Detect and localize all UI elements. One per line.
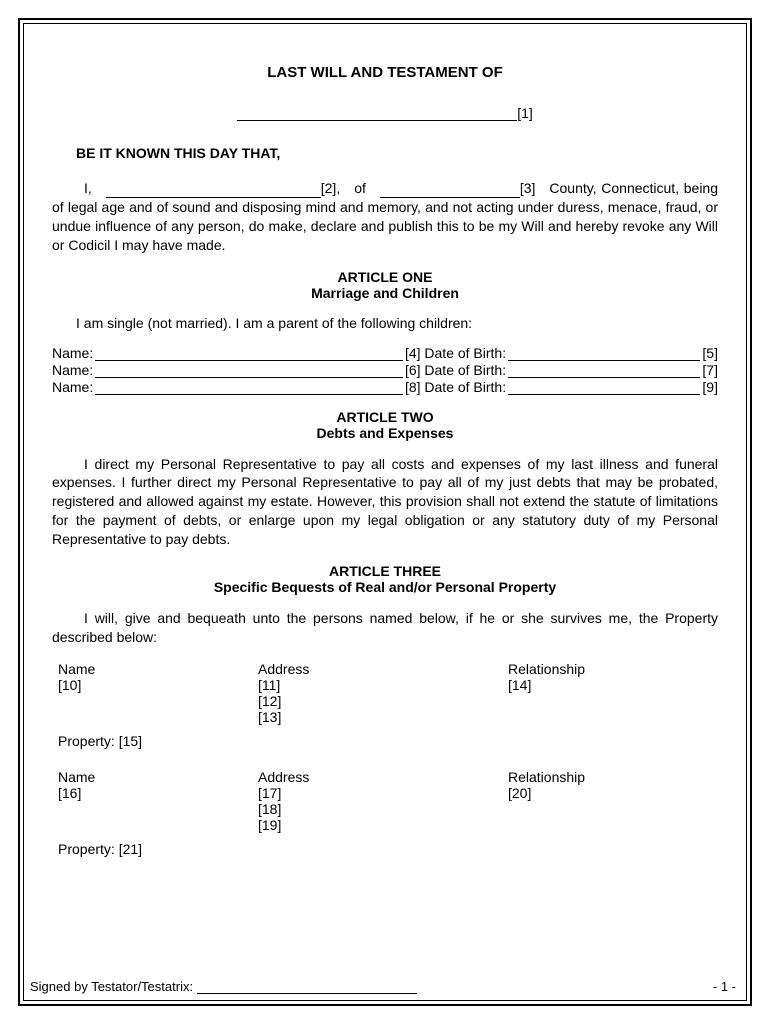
col-rel-header: Relationship [508, 769, 718, 785]
article3-intro-text: I will, give and bequeath unto the perso… [52, 610, 718, 645]
child-dob-ref: [7] [702, 362, 718, 378]
county-label: County, [549, 180, 596, 196]
page-footer: Signed by Testator/Testatrix: - 1 - [30, 979, 736, 994]
b2-addr3: [19] [258, 817, 508, 833]
child-dob-line[interactable] [508, 362, 700, 378]
b2-addr2: [18] [258, 801, 508, 817]
article1-sub: Marriage and Children [52, 285, 718, 301]
document-title: LAST WILL AND TESTAMENT OF [52, 64, 718, 81]
col-addr-header: Address [258, 661, 508, 677]
child-row: Name: [6] Date of Birth: [7] [52, 362, 718, 378]
b1-prop-ref: [15] [119, 733, 142, 749]
county-line[interactable] [380, 197, 520, 198]
child-row: Name: [4] Date of Birth: [5] [52, 345, 718, 361]
dob-label: Date of Birth: [424, 345, 506, 361]
b2-rel: [20] [508, 785, 718, 801]
name-underline[interactable] [237, 120, 517, 121]
b2-addr1: [17] [258, 785, 508, 801]
known-subhead: BE IT KNOWN THIS DAY THAT, [76, 145, 718, 161]
col-rel-header: Relationship [508, 661, 718, 677]
i-label: I, [84, 180, 92, 196]
ref2: [2], [321, 180, 340, 196]
child-name-ref: [4] [405, 345, 421, 361]
b2-property: Property: [21] [58, 841, 718, 857]
outer-border: LAST WILL AND TESTAMENT OF [1] BE IT KNO… [18, 18, 752, 1006]
article1-head: ARTICLE ONE [52, 269, 718, 285]
b1-addr1: [11] [258, 677, 508, 693]
signed-label: Signed by Testator/Testatrix: [30, 979, 193, 994]
dob-label: Date of Birth: [424, 362, 506, 378]
child-dob-line[interactable] [508, 379, 700, 395]
name-label: Name: [52, 362, 93, 378]
article2-body: I direct my Personal Representative to p… [52, 455, 718, 549]
article2-head: ARTICLE TWO [52, 409, 718, 425]
child-dob-ref: [5] [702, 345, 718, 361]
col-name-header: Name [58, 661, 258, 677]
b1-rel: [14] [508, 677, 718, 693]
property-label: Property: [58, 733, 115, 749]
child-name-line[interactable] [95, 362, 403, 378]
intro-body: Connecticut, being of legal age and of s… [52, 180, 718, 253]
of-label: of [354, 180, 366, 196]
article3-head: ARTICLE THREE [52, 563, 718, 579]
child-dob-ref: [9] [702, 379, 718, 395]
child-row: Name: [8] Date of Birth: [9] [52, 379, 718, 395]
col-addr-header: Address [258, 769, 508, 785]
name-ref: [1] [517, 105, 533, 121]
bequest-block-1: Name Address Relationship [10] [11] [14]… [58, 661, 718, 749]
article3-intro: I will, give and bequeath unto the perso… [52, 609, 718, 647]
inner-border: LAST WILL AND TESTAMENT OF [1] BE IT KNO… [23, 23, 747, 1001]
child-dob-line[interactable] [508, 345, 700, 361]
page-number: - 1 - [713, 979, 736, 994]
child-name-line[interactable] [95, 379, 403, 395]
article2-sub: Debts and Expenses [52, 425, 718, 441]
property-label: Property: [58, 841, 115, 857]
article2-text: I direct my Personal Representative to p… [52, 456, 718, 548]
bequest-block-2: Name Address Relationship [16] [17] [20]… [58, 769, 718, 857]
b1-property: Property: [15] [58, 733, 718, 749]
testator-name-line: [1] [52, 105, 718, 121]
child-name-ref: [6] [405, 362, 421, 378]
signature-line[interactable] [197, 993, 417, 994]
ref3: [3] [520, 180, 536, 196]
declarant-name-line[interactable] [106, 197, 321, 198]
name-label: Name: [52, 345, 93, 361]
children-intro: I am single (not married). I am a parent… [76, 315, 718, 331]
dob-label: Date of Birth: [424, 379, 506, 395]
col-name-header: Name [58, 769, 258, 785]
child-name-line[interactable] [95, 345, 403, 361]
b1-addr3: [13] [258, 709, 508, 725]
children-rows: Name: [4] Date of Birth: [5] Name: [6] D… [52, 345, 718, 395]
article3-sub: Specific Bequests of Real and/or Persona… [52, 579, 718, 595]
b1-name: [10] [58, 677, 258, 693]
b2-name: [16] [58, 785, 258, 801]
child-name-ref: [8] [405, 379, 421, 395]
b2-prop-ref: [21] [119, 841, 142, 857]
name-label: Name: [52, 379, 93, 395]
b1-addr2: [12] [258, 693, 508, 709]
intro-paragraph: I, [2], of [3] County, Connecticut, bein… [52, 179, 718, 255]
